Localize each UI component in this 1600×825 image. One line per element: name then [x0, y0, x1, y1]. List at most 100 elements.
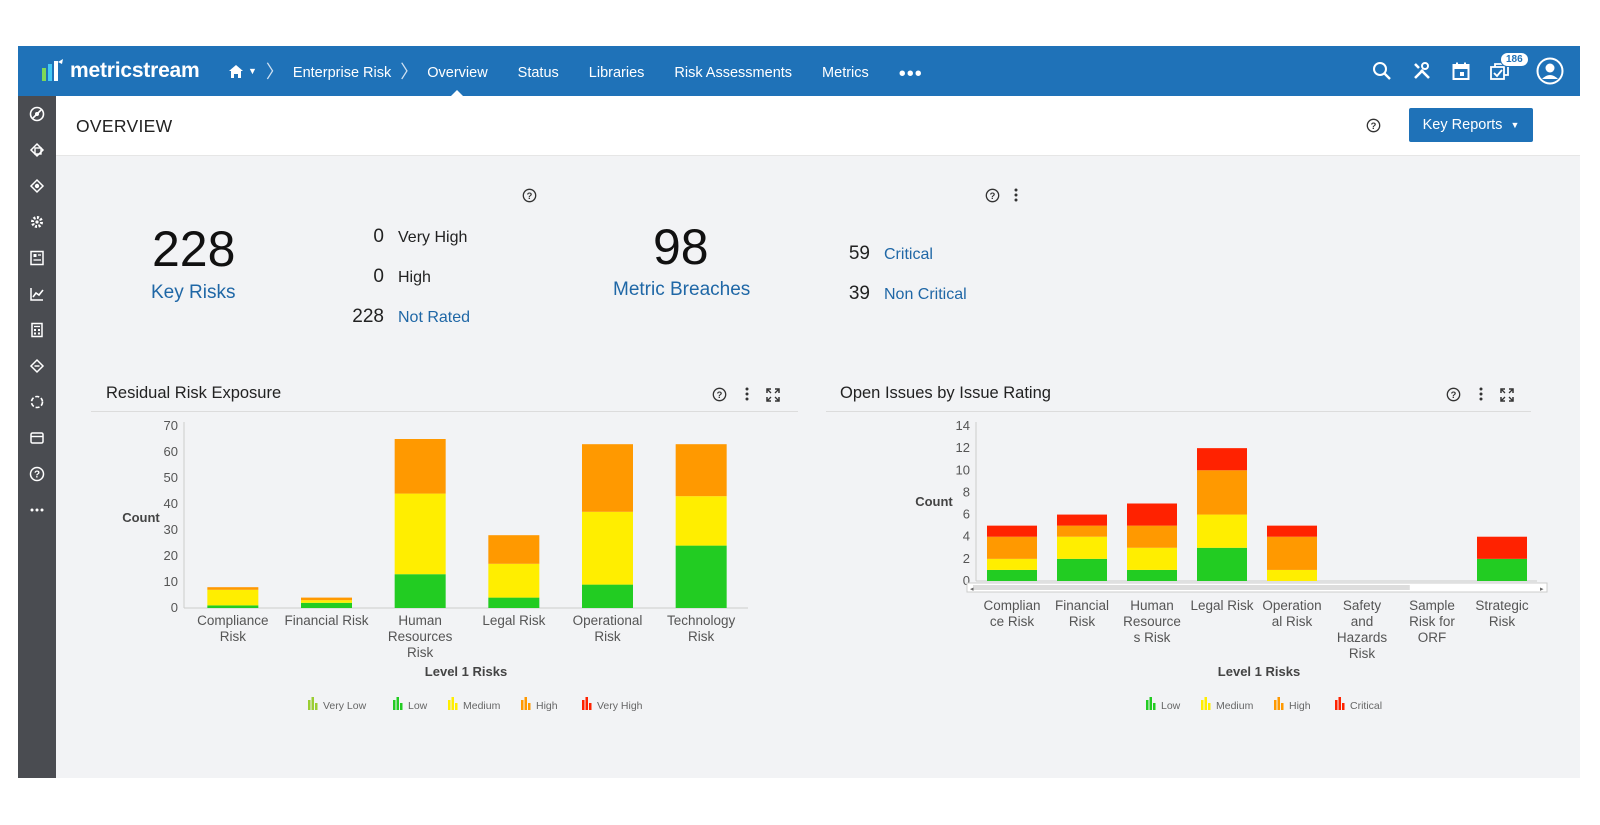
legend-bar-icon — [1208, 703, 1211, 710]
category-label: Sample — [1409, 598, 1455, 613]
top-navbar: metricstream ▼ 〉 Enterprise Risk 〉 Overv… — [18, 46, 1580, 96]
sidebar-item-wallet[interactable] — [18, 420, 56, 456]
sidebar-item-analytics[interactable] — [18, 276, 56, 312]
user-avatar-icon — [1536, 57, 1564, 85]
breadcrumb-enterprise-risk[interactable]: Enterprise Risk — [292, 65, 392, 81]
legend-item[interactable]: Medium — [448, 697, 501, 712]
category-label: ORF — [1418, 630, 1447, 645]
bar-segment — [488, 563, 540, 598]
svg-text:?: ? — [527, 191, 533, 201]
legend-bar-icon — [393, 700, 396, 710]
legend-bar-icon — [1277, 697, 1280, 710]
breaches-help-button[interactable]: ? — [985, 188, 1000, 203]
rating-row-high[interactable]: 0 High — [334, 266, 430, 288]
wallet-icon — [30, 432, 44, 444]
key-risks-help-button[interactable]: ? — [522, 188, 537, 203]
key-risks-link[interactable]: Key Risks — [151, 282, 236, 303]
sidebar-item-risk-register[interactable] — [18, 132, 56, 168]
page-help-button[interactable]: ? — [1366, 118, 1381, 133]
brand-logo[interactable]: metricstream — [40, 59, 210, 83]
legend-bar-icon — [589, 703, 592, 710]
bar-segment — [394, 439, 446, 494]
bar-segment — [207, 587, 259, 590]
category-label: ce Risk — [990, 614, 1035, 629]
open-issues-expand-button[interactable] — [1500, 388, 1514, 402]
y-tick-label: 10 — [956, 462, 970, 477]
search-button[interactable] — [1372, 61, 1392, 81]
rating-label: Not Rated — [398, 309, 471, 326]
category-label: Complian — [983, 598, 1040, 613]
sidebar-item-settings[interactable] — [18, 204, 56, 240]
rating-row-not-rated[interactable]: 228 Not Rated — [334, 306, 470, 328]
residual-risk-expand-button[interactable] — [766, 388, 780, 402]
sidebar-item-reports[interactable] — [18, 240, 56, 276]
bar-segment — [1197, 448, 1247, 471]
residual-risk-chart: 010203040506070CountComplianceRiskFinanc… — [122, 418, 748, 712]
home-menu[interactable]: ▼ — [228, 64, 257, 79]
bar-segment — [301, 602, 352, 608]
tools-button[interactable] — [1412, 61, 1432, 81]
open-issues-help-button[interactable]: ? — [1446, 387, 1461, 402]
sidebar-item-help[interactable]: ? — [18, 456, 56, 492]
sidebar-more-button[interactable] — [18, 492, 56, 528]
category-label: Risk — [407, 645, 433, 660]
legend-item[interactable]: Very High — [582, 697, 643, 712]
legend-item[interactable]: High — [1274, 697, 1311, 712]
more-tabs-button[interactable]: ••• — [898, 63, 923, 85]
legend-item[interactable]: High — [521, 697, 558, 712]
y-tick-label: 0 — [963, 573, 970, 588]
sidebar-item-issues[interactable] — [18, 348, 56, 384]
key-reports-button[interactable]: Key Reports ▼ — [1409, 108, 1533, 142]
expand-icon — [766, 388, 780, 402]
rating-row-very-high[interactable]: 0 Very High — [334, 226, 467, 248]
tab-risk-assessments[interactable]: Risk Assessments — [674, 65, 793, 81]
bar-segment — [582, 584, 633, 608]
category-label: Strategic — [1475, 598, 1529, 613]
legend-item[interactable]: Low — [393, 697, 428, 712]
breach-row-non-critical[interactable]: 39 Non Critical — [820, 283, 967, 305]
tab-overview[interactable]: Overview — [427, 46, 488, 96]
sidebar-item-calculator[interactable] — [18, 312, 56, 348]
bar-segment — [1057, 536, 1107, 559]
category-label: Resources — [388, 629, 453, 644]
category-label: Risk — [688, 629, 714, 644]
overview-content: ? 228 Key Risks 0 Very High 0 High 228 Not … — [56, 156, 1580, 778]
residual-risk-menu-button[interactable] — [744, 386, 750, 402]
sidebar-item-controls[interactable] — [18, 168, 56, 204]
tab-metrics[interactable]: Metrics — [822, 65, 869, 81]
tab-libraries[interactable]: Libraries — [588, 65, 645, 81]
calendar-button[interactable] — [1452, 62, 1470, 81]
legend-item[interactable]: Low — [1146, 697, 1181, 712]
sidebar-item-dashboard[interactable] — [18, 96, 56, 132]
notifications-button[interactable]: 186 — [1490, 51, 1529, 81]
legend-label: High — [536, 700, 558, 712]
legend-item[interactable]: Very Low — [308, 697, 367, 712]
category-label: Human — [1130, 598, 1174, 613]
help-icon: ? — [29, 466, 45, 482]
legend-bar-icon — [400, 703, 403, 710]
tab-status[interactable]: Status — [517, 65, 559, 81]
bar-segment — [675, 444, 727, 497]
legend-item[interactable]: Medium — [1201, 697, 1254, 712]
breach-label: Non Critical — [884, 286, 967, 303]
calendar-icon — [1452, 62, 1470, 80]
category-label: Operational — [573, 613, 643, 628]
y-tick-label: 14 — [956, 418, 970, 433]
residual-risk-help-button[interactable]: ? — [712, 387, 727, 402]
user-avatar-button[interactable] — [1536, 57, 1564, 85]
metric-breaches-link[interactable]: Metric Breaches — [613, 279, 751, 300]
category-label: al Risk — [1272, 614, 1313, 629]
legend-item[interactable]: Critical — [1335, 697, 1382, 712]
open-issues-menu-button[interactable] — [1478, 386, 1484, 402]
y-tick-label: 0 — [171, 600, 178, 615]
breaches-menu-button[interactable] — [1013, 187, 1019, 203]
bar-segment — [1477, 558, 1527, 581]
legend-bar-icon — [1281, 703, 1284, 710]
app-window: metricstream ▼ 〉 Enterprise Risk 〉 Overv… — [18, 46, 1580, 778]
metricstream-logo-icon — [42, 59, 63, 81]
left-sidebar: ? — [18, 96, 56, 778]
panel-divider — [826, 411, 1531, 412]
sidebar-item-cycles[interactable] — [18, 384, 56, 420]
bar-segment — [394, 493, 446, 575]
breach-row-critical[interactable]: 59 Critical — [820, 243, 933, 265]
